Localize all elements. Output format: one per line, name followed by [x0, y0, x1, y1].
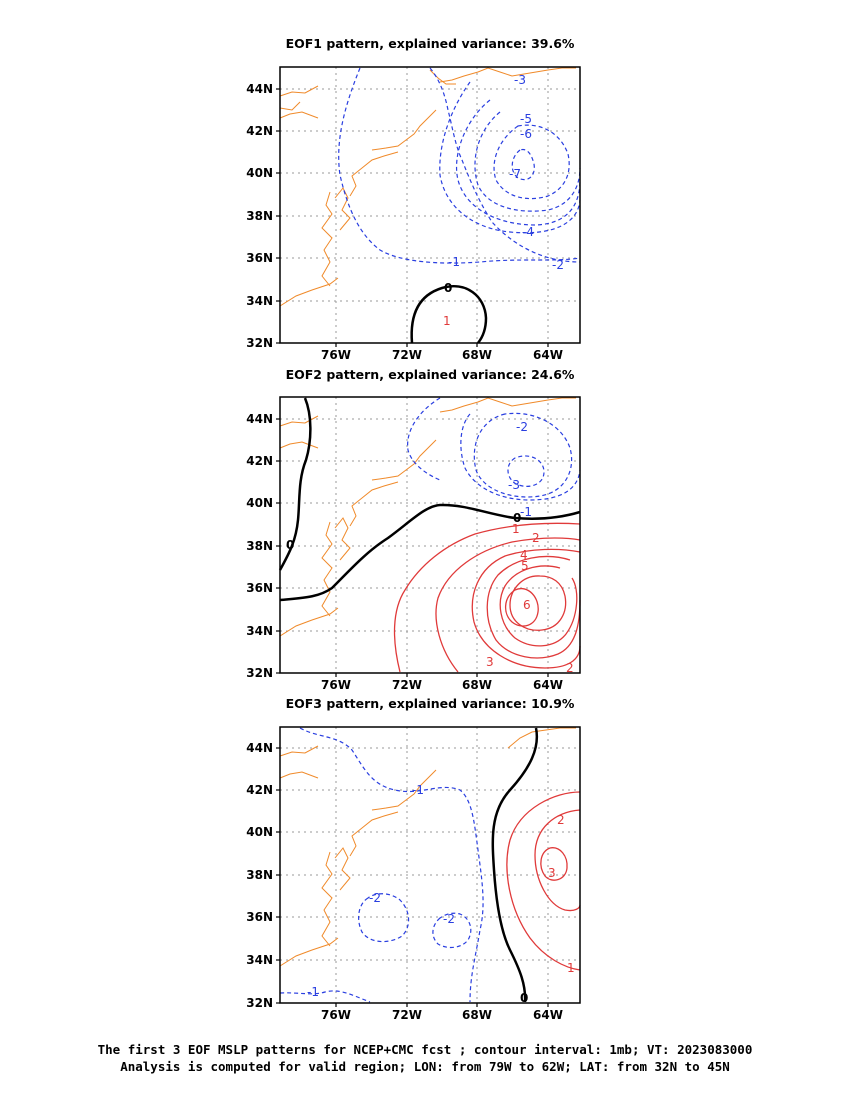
contour-label: 0 [513, 511, 521, 525]
contour-label: 0 [520, 991, 528, 1005]
lon-label: 76W [321, 348, 351, 362]
lat-label: 32N [246, 996, 273, 1010]
panel2-negative-contours [407, 397, 581, 501]
panel3-positive-contours [506, 791, 581, 971]
contour-label: 0 [286, 538, 294, 552]
panel1-negative-contours [338, 67, 581, 264]
contour-label: 2 [532, 531, 540, 545]
lat-label: 40N [246, 825, 273, 839]
panel2-map: -2 -3 -1 0 0 1 2 3 4 5 6 2 44N 42N 40N 3… [246, 396, 581, 692]
lat-label: 42N [246, 783, 273, 797]
contour-label: 2 [566, 661, 574, 675]
contour-label: 6 [523, 598, 531, 612]
panel3-gridlines [280, 727, 580, 1003]
panel2-zero-contour [278, 397, 581, 602]
contour-label: -2 [552, 258, 564, 272]
panel1-coastline [279, 67, 576, 307]
lon-label: 64W [533, 1008, 563, 1022]
lon-label: 76W [321, 678, 351, 692]
panel1-map: -3 -5 -6 -7 -4 -2 -1 0 1 44N 42N 40N 38N… [246, 66, 581, 362]
panel2-gridlines [280, 397, 580, 673]
contour-label: 5 [521, 559, 529, 573]
contour-label: -4 [522, 225, 534, 239]
lat-label: 36N [246, 581, 273, 595]
panel1-zero-contour [410, 285, 488, 344]
lon-label: 68W [462, 678, 492, 692]
contour-label: 1 [512, 522, 520, 536]
lat-label: 34N [246, 624, 273, 638]
lat-label: 32N [246, 666, 273, 680]
lat-label: 44N [246, 82, 273, 96]
lon-label: 72W [392, 348, 422, 362]
lat-label: 42N [246, 454, 273, 468]
panel2-positive-contours [393, 522, 581, 673]
contour-label: -1 [412, 783, 424, 797]
lat-label: 34N [246, 294, 273, 308]
figure-caption: The first 3 EOF MSLP patterns for NCEP+C… [0, 1041, 850, 1075]
contour-label: -1 [520, 505, 532, 519]
contour-label: 1 [443, 314, 451, 328]
contour-label: -2 [443, 912, 455, 926]
contour-label: -5 [520, 112, 532, 126]
contour-label: -6 [520, 127, 532, 141]
contour-label: -2 [369, 891, 381, 905]
lat-label: 38N [246, 868, 273, 882]
lat-label: 38N [246, 539, 273, 553]
contour-label: 3 [486, 655, 494, 669]
panel1-gridlines [280, 67, 580, 343]
lat-label: 40N [246, 496, 273, 510]
lon-label: 68W [462, 1008, 492, 1022]
panel2-title: EOF2 pattern, explained variance: 24.6% [285, 367, 575, 382]
contour-label: 1 [567, 961, 575, 975]
contour-label: 0 [444, 281, 452, 295]
lat-label: 42N [246, 124, 273, 138]
lon-label: 76W [321, 1008, 351, 1022]
panel3-zero-contour [491, 727, 539, 1003]
panel1-title: EOF1 pattern, explained variance: 39.6% [285, 36, 575, 51]
lon-label: 72W [392, 1008, 422, 1022]
lat-label: 34N [246, 953, 273, 967]
panel3-negative-contours [279, 727, 484, 1003]
contour-label: -1 [448, 255, 460, 269]
contour-label: -7 [509, 167, 521, 181]
lon-label: 68W [462, 348, 492, 362]
lat-label: 36N [246, 910, 273, 924]
lat-label: 40N [246, 166, 273, 180]
contour-label: -1 [307, 985, 319, 999]
caption-line-2: Analysis is computed for valid region; L… [120, 1059, 730, 1074]
contour-label: 2 [557, 813, 565, 827]
contour-label: -2 [516, 420, 528, 434]
caption-line-1: The first 3 EOF MSLP patterns for NCEP+C… [97, 1042, 753, 1057]
contour-label: -3 [514, 73, 526, 87]
lat-label: 44N [246, 412, 273, 426]
lat-label: 32N [246, 336, 273, 350]
panel3-coastline [279, 727, 576, 967]
lat-label: 36N [246, 251, 273, 265]
contour-label: 3 [548, 866, 556, 880]
contour-label: -3 [508, 478, 520, 492]
panel2-coastline [279, 397, 576, 637]
lon-label: 64W [533, 678, 563, 692]
lon-label: 72W [392, 678, 422, 692]
contour-label: 4 [520, 548, 528, 562]
lon-label: 64W [533, 348, 563, 362]
panel3-title: EOF3 pattern, explained variance: 10.9% [285, 696, 575, 711]
panel3-map: -1 -2 -2 -1 0 2 3 1 44N 42N 40N 38N 36N … [246, 726, 581, 1022]
lat-label: 38N [246, 209, 273, 223]
lat-label: 44N [246, 741, 273, 755]
